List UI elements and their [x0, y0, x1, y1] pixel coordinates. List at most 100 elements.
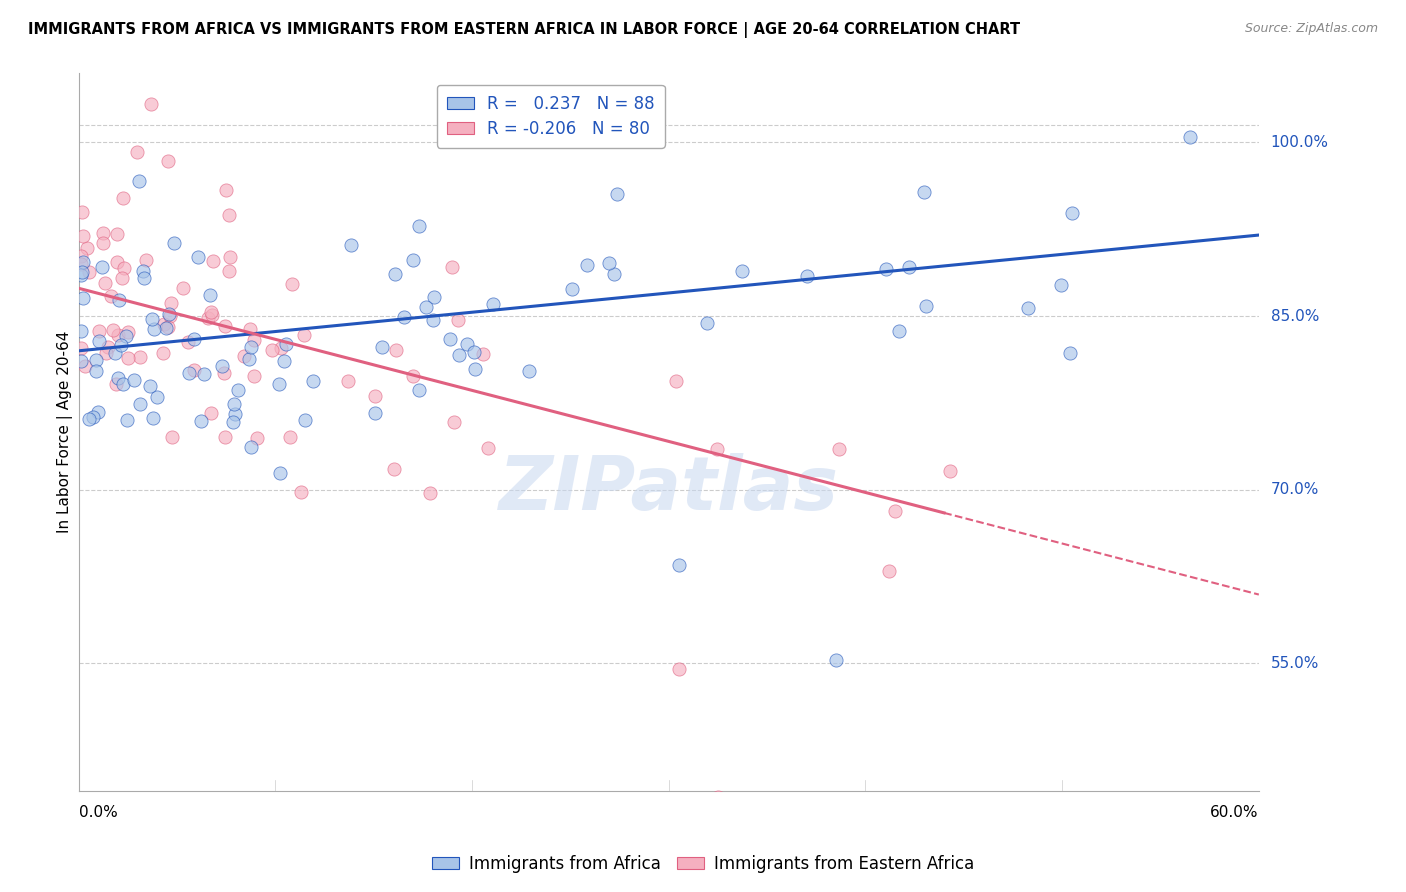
Point	[224, 407, 246, 421]
Point	[108, 293, 131, 307]
Point	[240, 440, 263, 454]
Point	[142, 322, 165, 336]
Point	[440, 260, 463, 275]
Point	[668, 558, 690, 572]
Point	[117, 325, 139, 339]
Point	[128, 174, 150, 188]
Point	[72, 255, 94, 269]
Point	[575, 258, 598, 272]
Point	[93, 276, 115, 290]
Point	[84, 353, 107, 368]
Point	[110, 337, 132, 351]
Point	[146, 390, 169, 404]
Point	[696, 316, 718, 330]
Point	[464, 362, 486, 376]
Point	[69, 268, 91, 282]
Point	[193, 368, 215, 382]
Point	[260, 343, 283, 357]
Point	[91, 226, 114, 240]
Point	[89, 334, 111, 348]
Point	[456, 337, 478, 351]
Point	[402, 369, 425, 384]
Point	[281, 277, 304, 291]
Point	[157, 153, 180, 168]
Point	[1178, 129, 1201, 144]
Point	[561, 282, 583, 296]
Point	[176, 334, 198, 349]
Point	[707, 789, 730, 804]
Point	[423, 290, 446, 304]
Point	[218, 250, 240, 264]
Point	[419, 486, 441, 500]
Point	[200, 406, 222, 420]
Point	[471, 347, 494, 361]
Point	[243, 369, 266, 384]
Point	[139, 97, 162, 112]
Point	[82, 410, 104, 425]
Text: 100.0%: 100.0%	[1271, 135, 1329, 150]
Point	[87, 325, 110, 339]
Point	[72, 291, 94, 305]
Point	[172, 281, 194, 295]
Point	[384, 343, 406, 358]
Point	[96, 345, 118, 359]
Point	[69, 249, 91, 263]
Point	[218, 208, 240, 222]
Point	[340, 237, 363, 252]
Point	[273, 354, 295, 368]
Point	[155, 321, 177, 335]
Point	[408, 383, 430, 397]
Point	[238, 352, 260, 367]
Point	[408, 219, 430, 234]
Point	[198, 287, 221, 301]
Point	[876, 262, 898, 277]
Point	[69, 354, 91, 368]
Point	[97, 340, 120, 354]
Text: 0.0%: 0.0%	[79, 805, 118, 820]
Point	[115, 413, 138, 427]
Point	[278, 430, 301, 444]
Point	[157, 319, 180, 334]
Point	[183, 362, 205, 376]
Point	[294, 413, 316, 427]
Point	[598, 256, 620, 270]
Point	[200, 305, 222, 319]
Point	[337, 374, 360, 388]
Point	[197, 311, 219, 326]
Point	[218, 264, 240, 278]
Point	[90, 260, 112, 275]
Point	[212, 366, 235, 380]
Point	[77, 412, 100, 426]
Point	[1050, 277, 1073, 292]
Point	[877, 564, 900, 578]
Point	[201, 308, 224, 322]
Legend: Immigrants from Africa, Immigrants from Eastern Africa: Immigrants from Africa, Immigrants from …	[425, 848, 981, 880]
Point	[105, 227, 128, 242]
Point	[105, 255, 128, 269]
Point	[897, 260, 920, 274]
Text: IMMIGRANTS FROM AFRICA VS IMMIGRANTS FROM EASTERN AFRICA IN LABOR FORCE | AGE 20: IMMIGRANTS FROM AFRICA VS IMMIGRANTS FRO…	[28, 22, 1021, 38]
Point	[415, 300, 437, 314]
Point	[157, 307, 180, 321]
Point	[883, 504, 905, 518]
Point	[129, 397, 152, 411]
Point	[153, 318, 176, 332]
Point	[104, 346, 127, 360]
Text: 60.0%: 60.0%	[1211, 805, 1258, 820]
Point	[278, 37, 301, 52]
Point	[112, 260, 135, 275]
Point	[177, 366, 200, 380]
Point	[142, 411, 165, 425]
Point	[939, 464, 962, 478]
Point	[214, 430, 236, 444]
Point	[290, 485, 312, 500]
Point	[162, 235, 184, 250]
Point	[382, 461, 405, 475]
Point	[190, 413, 212, 427]
Point	[447, 348, 470, 362]
Point	[112, 191, 135, 205]
Point	[211, 359, 233, 373]
Point	[111, 376, 134, 391]
Point	[232, 350, 254, 364]
Point	[665, 374, 688, 388]
